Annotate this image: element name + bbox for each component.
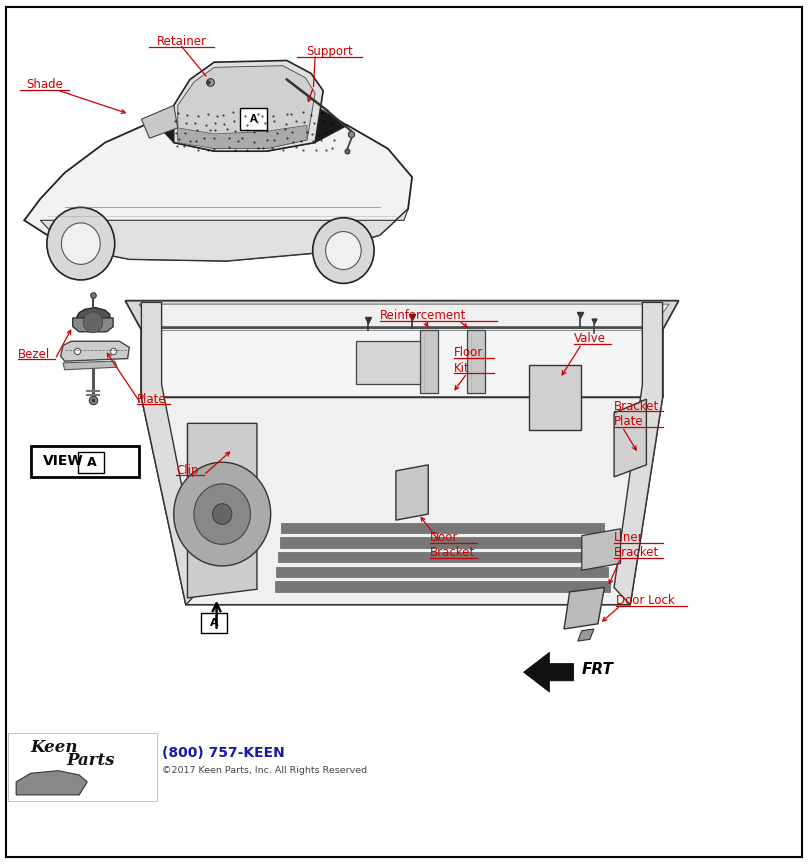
Text: Shade: Shade bbox=[26, 78, 63, 92]
Text: Bracket: Bracket bbox=[430, 546, 475, 560]
Polygon shape bbox=[158, 330, 646, 396]
Circle shape bbox=[213, 504, 232, 524]
Text: Door: Door bbox=[430, 530, 458, 544]
Text: Keen: Keen bbox=[31, 739, 78, 756]
Text: Bracket: Bracket bbox=[614, 546, 659, 560]
FancyBboxPatch shape bbox=[8, 733, 157, 801]
Text: Liner: Liner bbox=[614, 530, 644, 544]
Polygon shape bbox=[73, 318, 113, 332]
Polygon shape bbox=[578, 629, 594, 641]
Polygon shape bbox=[141, 105, 178, 138]
Circle shape bbox=[326, 232, 361, 270]
Polygon shape bbox=[614, 399, 646, 477]
Text: A: A bbox=[86, 455, 96, 469]
Text: ©2017 Keen Parts, Inc. All Rights Reserved: ©2017 Keen Parts, Inc. All Rights Reserv… bbox=[162, 766, 367, 775]
Circle shape bbox=[174, 462, 271, 566]
Polygon shape bbox=[61, 341, 129, 361]
Polygon shape bbox=[582, 529, 621, 570]
Polygon shape bbox=[178, 66, 315, 149]
Polygon shape bbox=[141, 328, 663, 397]
Polygon shape bbox=[139, 304, 669, 327]
Circle shape bbox=[194, 484, 250, 544]
FancyBboxPatch shape bbox=[201, 613, 227, 633]
Text: Floor: Floor bbox=[454, 346, 483, 359]
Circle shape bbox=[83, 312, 103, 333]
Text: Support: Support bbox=[306, 45, 353, 59]
Text: Retainer: Retainer bbox=[157, 35, 207, 48]
Polygon shape bbox=[467, 330, 485, 393]
Polygon shape bbox=[238, 437, 249, 458]
Polygon shape bbox=[356, 341, 420, 384]
Polygon shape bbox=[276, 567, 608, 577]
Polygon shape bbox=[154, 92, 347, 151]
Polygon shape bbox=[564, 588, 604, 629]
Polygon shape bbox=[420, 330, 438, 393]
Polygon shape bbox=[524, 652, 574, 692]
Text: VIEW: VIEW bbox=[43, 454, 83, 468]
Polygon shape bbox=[24, 108, 412, 261]
FancyBboxPatch shape bbox=[240, 108, 267, 130]
Text: Plate: Plate bbox=[137, 392, 167, 406]
Text: Valve: Valve bbox=[574, 332, 606, 346]
Polygon shape bbox=[141, 397, 663, 605]
Text: Kit: Kit bbox=[454, 361, 469, 375]
Text: Reinforcement: Reinforcement bbox=[380, 308, 466, 322]
Polygon shape bbox=[63, 361, 117, 370]
Polygon shape bbox=[141, 302, 202, 605]
FancyBboxPatch shape bbox=[31, 446, 139, 477]
Circle shape bbox=[61, 223, 100, 264]
Text: (800) 757-KEEN: (800) 757-KEEN bbox=[162, 746, 284, 760]
Polygon shape bbox=[187, 423, 257, 598]
Circle shape bbox=[313, 218, 374, 283]
Polygon shape bbox=[174, 60, 323, 151]
FancyBboxPatch shape bbox=[78, 452, 104, 473]
Text: A: A bbox=[210, 618, 218, 628]
Polygon shape bbox=[614, 302, 663, 605]
FancyBboxPatch shape bbox=[529, 365, 581, 430]
Text: Door Lock: Door Lock bbox=[616, 594, 675, 607]
Polygon shape bbox=[125, 301, 679, 330]
Polygon shape bbox=[16, 771, 87, 795]
Polygon shape bbox=[230, 435, 241, 456]
Polygon shape bbox=[77, 308, 110, 320]
Text: Bezel: Bezel bbox=[18, 347, 50, 361]
Polygon shape bbox=[40, 209, 408, 261]
Text: Bracket: Bracket bbox=[614, 399, 659, 413]
Text: Plate: Plate bbox=[614, 415, 644, 429]
Polygon shape bbox=[281, 523, 604, 533]
Polygon shape bbox=[178, 125, 307, 149]
Polygon shape bbox=[275, 581, 610, 592]
Text: FRT: FRT bbox=[582, 662, 613, 677]
Polygon shape bbox=[280, 537, 605, 548]
Polygon shape bbox=[278, 552, 607, 562]
Text: Clip: Clip bbox=[176, 463, 199, 477]
Text: A: A bbox=[250, 114, 258, 124]
Polygon shape bbox=[396, 465, 428, 520]
Text: Parts: Parts bbox=[66, 752, 115, 769]
Circle shape bbox=[47, 207, 115, 280]
